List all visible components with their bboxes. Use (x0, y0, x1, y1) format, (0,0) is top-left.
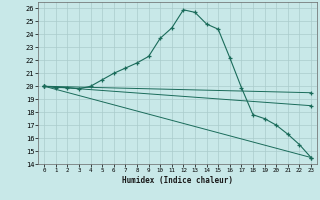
X-axis label: Humidex (Indice chaleur): Humidex (Indice chaleur) (122, 176, 233, 185)
